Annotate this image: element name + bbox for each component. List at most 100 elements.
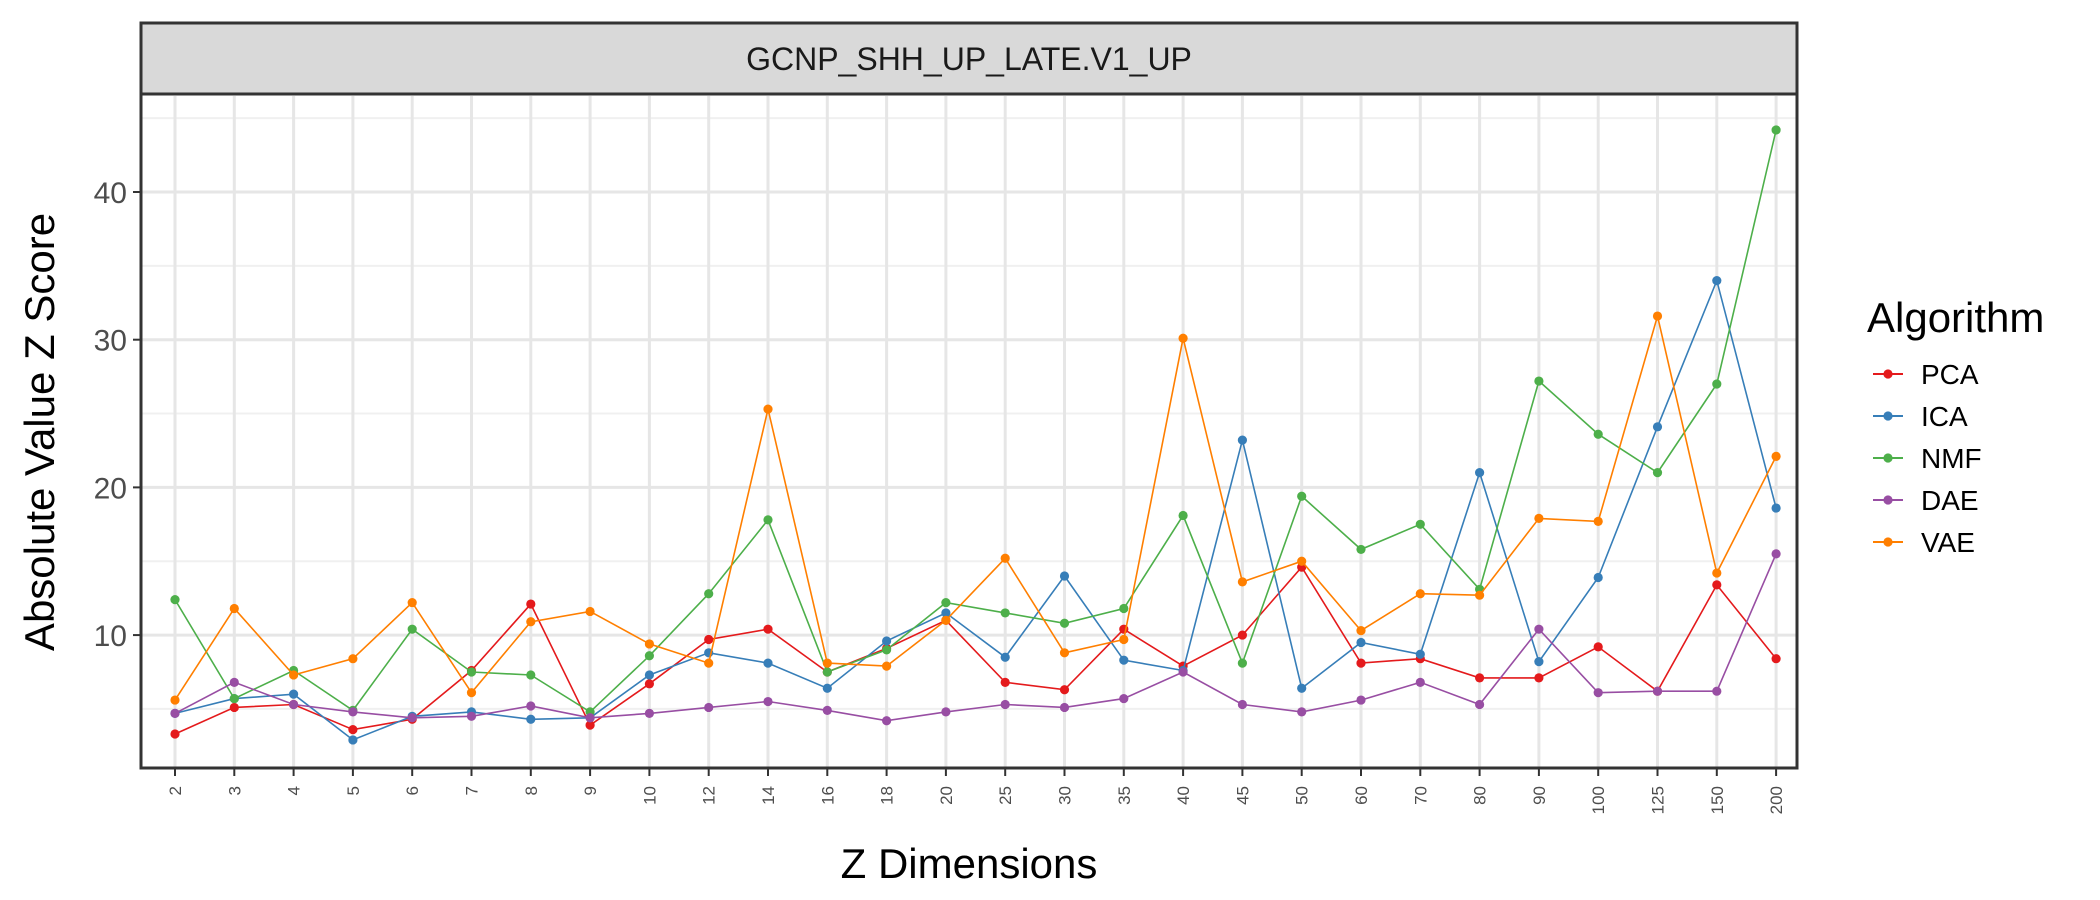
- data-point-pca: [1712, 580, 1722, 590]
- data-point-nmf: [1119, 603, 1129, 614]
- data-point-vae: [644, 639, 655, 649]
- data-point-vae: [1356, 626, 1366, 636]
- series-line-ica: [174, 278, 1777, 741]
- data-point-vae: [289, 670, 299, 680]
- x-tick-label: 2: [166, 786, 185, 795]
- x-tick-label: 6: [403, 786, 422, 795]
- x-tick-label: 7: [463, 786, 482, 795]
- data-point-nmf: [1297, 491, 1307, 501]
- x-axis-title: Z Dimensions: [841, 840, 1098, 887]
- data-point-pca: [704, 634, 714, 645]
- legend-item-vae: VAE: [1873, 527, 1975, 558]
- legend-label: PCA: [1921, 359, 1979, 390]
- data-point-pca: [1593, 642, 1603, 652]
- data-point-pca: [644, 679, 655, 689]
- data-point-nmf: [1593, 429, 1603, 439]
- data-point-dae: [1475, 699, 1485, 710]
- legend-title: Algorithm: [1867, 294, 2044, 341]
- data-point-vae: [704, 658, 714, 668]
- data-point-ica: [1119, 655, 1129, 665]
- y-tick-label: 10: [94, 620, 127, 653]
- data-point-dae: [229, 677, 239, 687]
- data-point-ica: [882, 636, 892, 646]
- x-tick-label: 30: [1056, 786, 1075, 805]
- data-point-vae: [1593, 516, 1603, 526]
- data-point-nmf: [1059, 618, 1070, 628]
- data-point-nmf: [1652, 468, 1663, 478]
- data-point-dae: [1000, 699, 1010, 710]
- legend-key-point: [1883, 495, 1893, 505]
- legend-item-dae: DAE: [1873, 485, 1979, 516]
- data-point-vae: [1712, 568, 1722, 578]
- data-point-dae: [1237, 699, 1247, 710]
- data-point-dae: [1415, 677, 1425, 687]
- data-point-dae: [407, 713, 417, 723]
- series-dae: [170, 549, 1781, 726]
- data-point-nmf: [763, 515, 773, 525]
- data-point-ica: [1771, 503, 1781, 513]
- series-line-vae: [174, 312, 1777, 701]
- data-point-dae: [526, 701, 536, 711]
- data-point-pca: [348, 725, 358, 735]
- data-point-vae: [941, 615, 951, 625]
- data-point-ica: [1297, 683, 1307, 693]
- data-point-ica: [526, 714, 536, 724]
- data-point-dae: [763, 696, 773, 707]
- data-point-pca: [1237, 630, 1247, 640]
- data-point-ica: [1000, 652, 1010, 662]
- legend-key-point: [1883, 411, 1893, 421]
- data-point-vae: [1237, 577, 1247, 587]
- data-point-vae: [1000, 553, 1010, 563]
- y-axis-title: Absolute Value Z Score: [16, 213, 63, 651]
- data-point-nmf: [1534, 376, 1544, 386]
- y-tick-label: 30: [94, 325, 127, 358]
- series-layer: [170, 125, 1781, 745]
- x-tick-label: 60: [1352, 786, 1371, 805]
- x-tick-label: 25: [996, 786, 1015, 805]
- legend-key-point: [1883, 369, 1893, 379]
- data-point-nmf: [1712, 379, 1722, 389]
- data-point-pca: [229, 702, 239, 713]
- data-point-dae: [1652, 686, 1663, 696]
- data-point-nmf: [229, 693, 239, 704]
- data-point-nmf: [466, 667, 477, 677]
- x-tick-label: 100: [1589, 786, 1608, 814]
- data-point-dae: [822, 705, 832, 716]
- data-point-ica: [289, 689, 299, 699]
- x-tick-label: 4: [285, 786, 304, 795]
- data-point-nmf: [526, 670, 536, 680]
- y-tick-label: 40: [94, 177, 127, 210]
- x-tick-label: 125: [1649, 786, 1668, 814]
- data-point-dae: [644, 708, 655, 718]
- data-point-vae: [170, 695, 180, 705]
- data-point-dae: [348, 707, 358, 717]
- data-point-ica: [348, 735, 358, 745]
- legend-label: ICA: [1921, 401, 1968, 432]
- facet-strip: [139, 21, 1799, 96]
- data-point-vae: [1475, 590, 1485, 600]
- series-line-dae: [174, 553, 1777, 722]
- data-point-vae: [1652, 311, 1663, 321]
- series-line-pca: [174, 565, 1777, 735]
- data-point-vae: [822, 658, 832, 668]
- data-point-pca: [170, 729, 180, 739]
- data-point-nmf: [941, 597, 951, 608]
- data-point-dae: [1059, 702, 1070, 713]
- data-point-ica: [1415, 649, 1425, 659]
- plot-panel: [141, 96, 1797, 768]
- x-tick-label: 40: [1174, 786, 1193, 805]
- legend-label: DAE: [1921, 485, 1979, 516]
- data-point-vae: [1771, 451, 1781, 461]
- x-tick-label: 70: [1411, 786, 1430, 805]
- data-point-dae: [289, 699, 299, 710]
- data-point-dae: [1356, 695, 1366, 705]
- data-point-dae: [585, 713, 595, 723]
- series-line-nmf: [174, 129, 1777, 713]
- legend-item-pca: PCA: [1873, 359, 1979, 390]
- data-point-pca: [526, 599, 536, 609]
- x-axis: 2 3 4 5 6 7 8 9 10 12 14 16 18 20 25 30 35 40 45 50 60 70 80 90…: [166, 768, 1786, 814]
- data-point-dae: [1712, 686, 1722, 696]
- x-tick-label: 10: [640, 786, 659, 805]
- data-point-vae: [1297, 556, 1307, 566]
- data-point-nmf: [882, 645, 892, 655]
